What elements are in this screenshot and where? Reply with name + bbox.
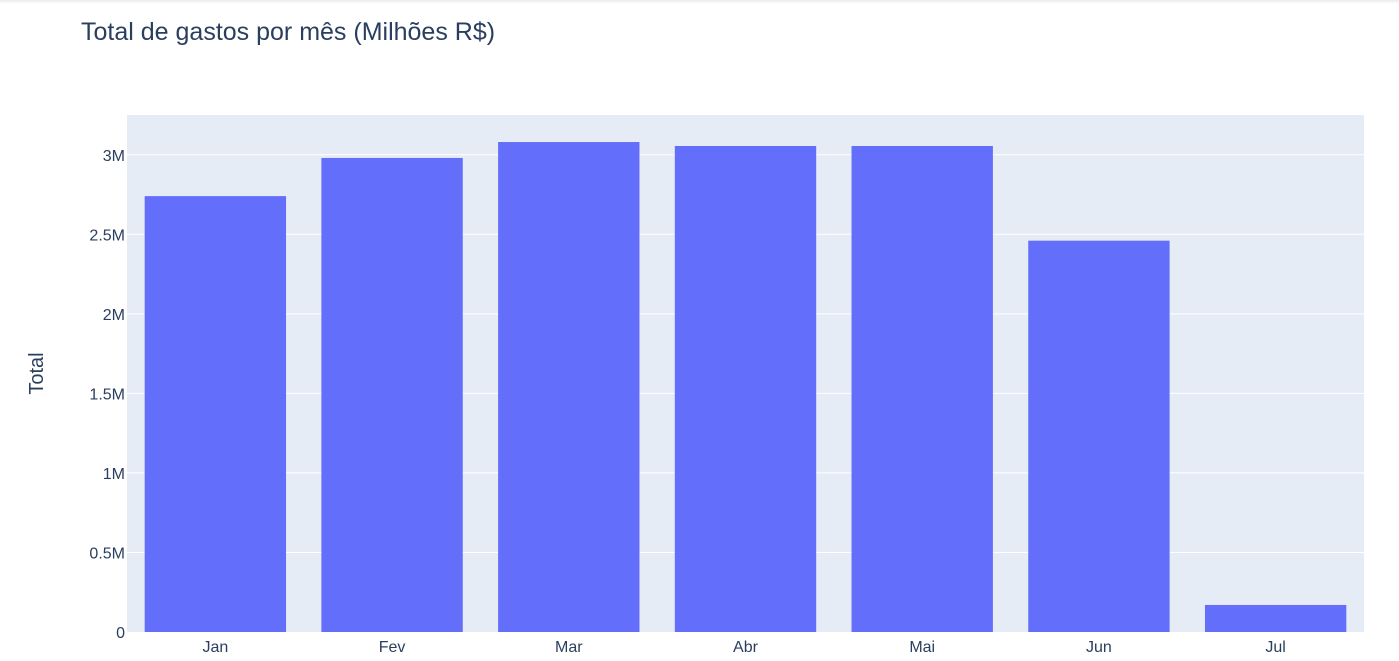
chart-title: Total de gastos por mês (Milhões R$) <box>81 18 495 46</box>
x-tick-label: Mai <box>909 639 935 656</box>
y-tick-label: 3M <box>103 148 125 165</box>
bar-fev[interactable] <box>321 157 463 632</box>
y-axis-ticks: 0 0.5M 1M 1.5M 2M 2.5M 3M <box>89 148 125 642</box>
x-tick-label: Abr <box>733 639 759 656</box>
y-tick-label: 0.5M <box>89 545 125 562</box>
y-tick-label: 2.5M <box>89 227 125 244</box>
bar-abr[interactable] <box>674 146 817 632</box>
y-tick-label: 1M <box>103 466 125 483</box>
y-tick-label: 0 <box>116 625 125 642</box>
bar-jun[interactable] <box>1028 240 1170 632</box>
y-tick-label: 2M <box>103 307 125 324</box>
bar-jul[interactable] <box>1204 604 1347 632</box>
x-tick-label: Jul <box>1265 639 1285 656</box>
top-shadow <box>0 0 1399 4</box>
y-axis-title: Total <box>26 352 48 394</box>
x-tick-label: Mar <box>555 639 583 656</box>
x-tick-label: Jan <box>202 639 228 656</box>
x-tick-label: Jun <box>1086 639 1112 656</box>
bar-mai[interactable] <box>851 146 993 632</box>
x-tick-label: Fev <box>379 639 406 656</box>
bar-jan[interactable] <box>144 196 287 633</box>
x-axis-ticks: Jan Fev Mar Abr Mai Jun Jul <box>202 639 1285 656</box>
bar-mar[interactable] <box>498 142 640 632</box>
bars <box>144 142 1347 633</box>
y-tick-label: 1.5M <box>89 386 125 403</box>
